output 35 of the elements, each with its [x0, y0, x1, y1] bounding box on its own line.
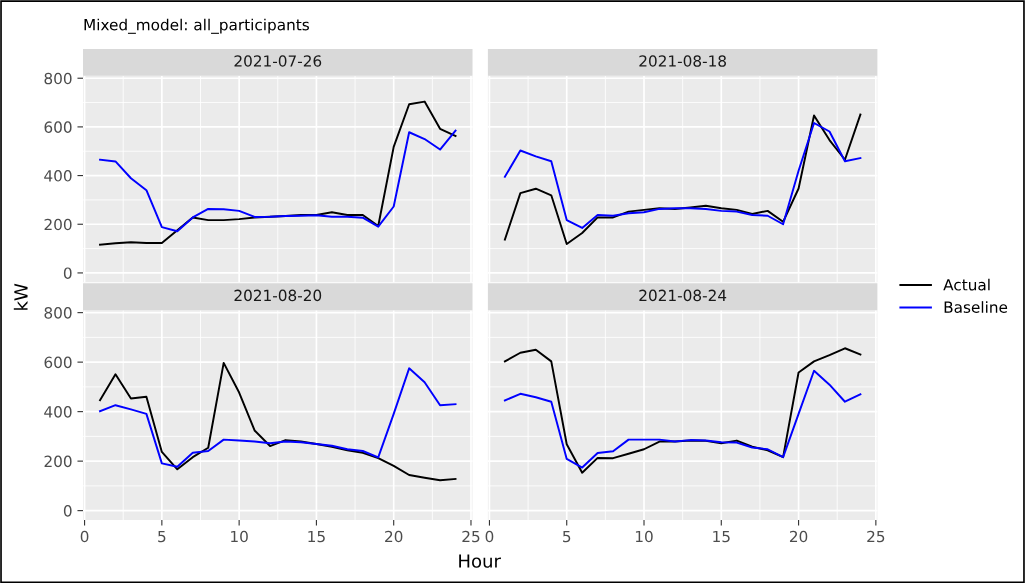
- x-tick-label: 15: [713, 530, 730, 543]
- x-tick-label: 10: [231, 530, 248, 543]
- x-tick-label: 25: [462, 530, 480, 543]
- y-tick-label: 400: [44, 170, 72, 182]
- x-tick-label: 15: [308, 530, 325, 543]
- line-series: [99, 367, 457, 468]
- x-tick-label: 10: [635, 530, 653, 543]
- x-tick-label: 5: [158, 530, 166, 543]
- y-tick-label: 0: [63, 505, 72, 517]
- x-tick-label: 5: [563, 530, 571, 543]
- chart-title: 2021-07-26: [234, 55, 322, 67]
- chart-title: 2021-08-18: [639, 55, 726, 67]
- line-series: [99, 100, 457, 246]
- x-tick-label: 25: [867, 530, 885, 543]
- x-tick-label: 0: [80, 530, 89, 543]
- y-axis-title: kW: [13, 283, 28, 310]
- chart-title: 2021-08-20: [234, 289, 322, 302]
- x-axis-title: Hour: [459, 554, 501, 568]
- y-tick-label: 800: [44, 307, 72, 319]
- line-series: [99, 361, 457, 482]
- legend-label: Baseline: [944, 301, 1008, 313]
- x-tick-label: 20: [789, 530, 808, 543]
- y-tick-label: 800: [44, 72, 72, 85]
- chart-title: 2021-08-24: [639, 289, 727, 302]
- y-tick-label: 600: [44, 356, 72, 369]
- text: Mixed_model: all_participants: [84, 18, 309, 34]
- y-tick-label: 600: [44, 121, 72, 133]
- y-tick-label: 200: [44, 455, 72, 468]
- y-tick-label: 200: [44, 218, 72, 231]
- line-series: [99, 129, 457, 233]
- y-tick-label: 400: [44, 406, 72, 418]
- x-tick-label: 20: [385, 530, 403, 543]
- legend-label: Actual: [943, 278, 990, 291]
- y-tick-label: 0: [63, 267, 72, 279]
- x-tick-label: 0: [485, 530, 494, 543]
